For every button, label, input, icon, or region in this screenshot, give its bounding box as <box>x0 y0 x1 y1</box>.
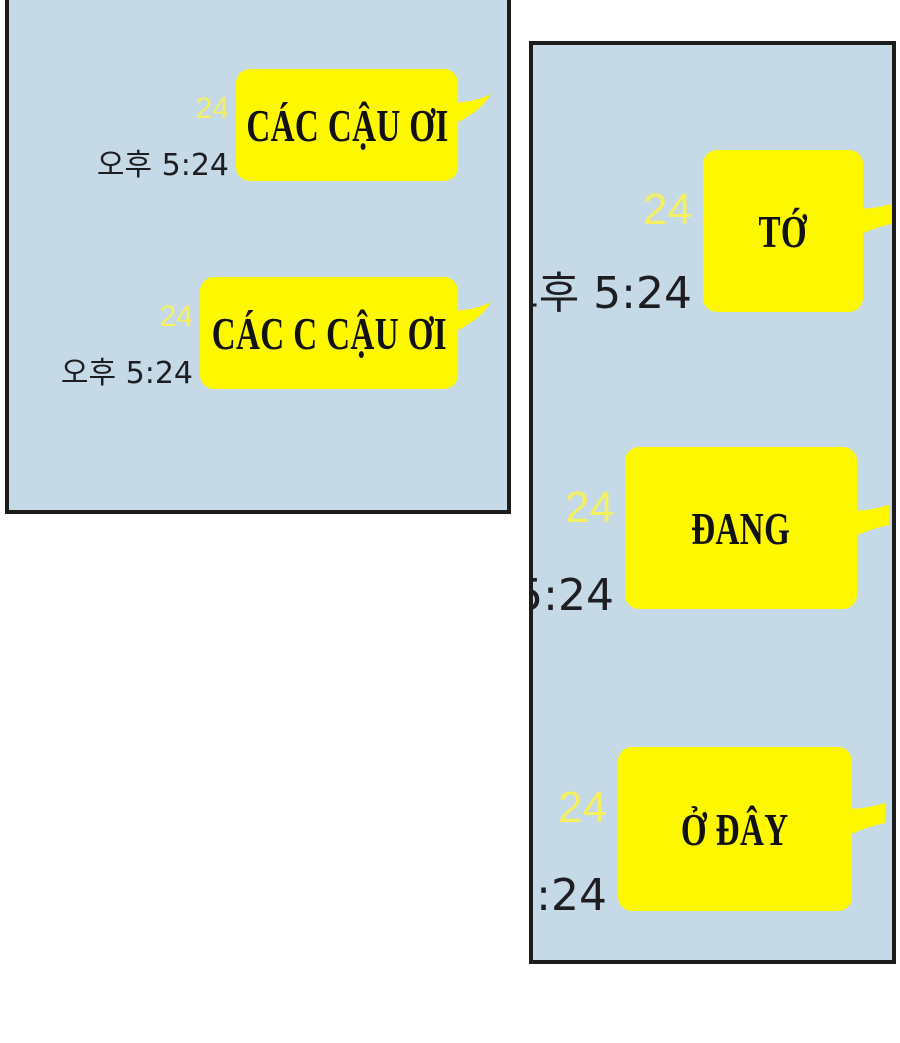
message-text: ĐANG <box>691 502 791 554</box>
message-text: Ở ĐÂY <box>681 803 789 855</box>
message-time: 오후 5:24 <box>533 870 607 921</box>
message-bubble: Ở ĐÂY <box>618 747 852 911</box>
unread-count: 24 <box>195 92 229 125</box>
unread-count: 24 <box>558 783 607 832</box>
message-bubble: CÁC CẬU ƠI <box>236 69 458 181</box>
unread-count: 24 <box>643 185 692 234</box>
message-time: 오후 5:24 <box>533 570 614 621</box>
chat-panel-left: 24 오후 5:24 CÁC CẬU ƠI 24 오후 5:24 CÁC C C… <box>5 0 511 514</box>
chat-panel-right: 24 오후 5:24 TỚ 24 오후 5:24 ĐANG 24 오후 5:24… <box>529 41 896 964</box>
message-text: CÁC C CẬU ƠI <box>211 307 447 359</box>
message-time: 오후 5:24 <box>533 268 692 319</box>
message-text: TỚ <box>758 205 808 257</box>
message-bubble: TỚ <box>703 150 863 312</box>
message-bubble: ĐANG <box>625 447 857 609</box>
message-time: 오후 5:24 <box>96 148 229 183</box>
message-text: CÁC CẬU ƠI <box>245 99 449 151</box>
bubble-tail <box>855 203 892 237</box>
message-bubble: CÁC C CẬU ƠI <box>200 277 458 389</box>
message-time: 오후 5:24 <box>60 356 193 391</box>
bubble-tail <box>849 505 889 539</box>
unread-count: 24 <box>565 483 614 532</box>
bubble-tail <box>449 94 491 126</box>
bubble-tail <box>845 803 885 837</box>
unread-count: 24 <box>159 300 193 333</box>
bubble-tail <box>449 302 491 334</box>
